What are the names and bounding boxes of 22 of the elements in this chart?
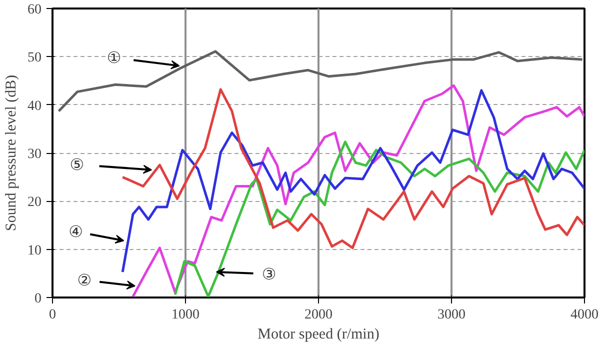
x-tick-label: 1000 <box>172 308 200 322</box>
x-axis-title: Motor speed (r/min) <box>258 326 380 342</box>
line-series <box>132 84 584 298</box>
annotation: ⑤ <box>70 155 84 174</box>
y-tick-label: 20 <box>28 195 42 210</box>
x-tick-label: 2000 <box>304 308 332 322</box>
y-tick-label: 0 <box>34 292 42 306</box>
y-axis-title: Sound pressure level (dB) <box>4 74 20 232</box>
y-tick-label: 10 <box>28 243 42 258</box>
x-tick-label: 0 <box>49 308 56 322</box>
line-series <box>174 140 584 298</box>
annotation: ③ <box>262 264 276 284</box>
annotation: ② <box>77 270 92 290</box>
x-tick-label: 3000 <box>438 308 466 322</box>
line-series <box>58 50 584 112</box>
y-tick-label: 40 <box>28 98 42 114</box>
y-tick-label: 30 <box>28 147 42 162</box>
annotation: ④ <box>68 222 83 242</box>
x-tick-label: 4000 <box>570 308 598 322</box>
y-tick-label: 50 <box>28 50 42 66</box>
annotation: ① <box>106 48 122 68</box>
y-tick-label: 60 <box>28 2 42 18</box>
